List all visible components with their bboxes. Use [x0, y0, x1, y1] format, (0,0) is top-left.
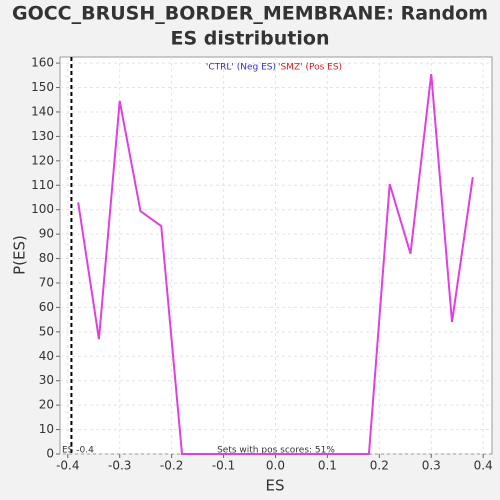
- y-tick-label: 30: [39, 373, 54, 387]
- y-axis-label: P(ES): [11, 235, 29, 275]
- y-tick-label: 0: [46, 447, 54, 461]
- y-tick-label: 70: [39, 275, 54, 289]
- legend-entry: 'SMZ' (Pos ES): [278, 63, 342, 73]
- x-tick-label: -0.2: [160, 459, 183, 473]
- footnote: Sets with pos scores: 51%: [217, 446, 335, 456]
- y-tick-label: 10: [39, 422, 54, 436]
- chart-title: GOCC_BRUSH_BORDER_MEMBRANE: Random: [12, 3, 488, 25]
- legend-entry: 'CTRL' (Neg ES): [206, 63, 276, 73]
- y-tick-label: 90: [39, 227, 54, 241]
- y-tick-label: 150: [31, 80, 54, 94]
- x-axis-label: ES: [266, 477, 285, 495]
- y-tick-label: 20: [39, 398, 54, 412]
- x-tick-label: -0.4: [56, 459, 79, 473]
- actual-es-label: ES -0.4: [62, 446, 94, 456]
- x-tick-label: 0.0: [266, 459, 285, 473]
- y-tick-label: 140: [31, 104, 54, 118]
- x-tick-label: 0.3: [422, 459, 441, 473]
- x-tick-label: -0.3: [108, 459, 131, 473]
- y-tick-label: 50: [39, 324, 54, 338]
- es-line: [77, 73, 474, 455]
- x-tick-label: 0.1: [318, 459, 337, 473]
- y-tick-label: 160: [31, 56, 54, 70]
- y-tick-label: 40: [39, 349, 54, 363]
- chart-title: ES distribution: [171, 28, 330, 50]
- y-tick-label: 120: [31, 153, 54, 167]
- y-tick-label: 130: [31, 129, 54, 143]
- x-tick-label: 0.4: [474, 459, 493, 473]
- y-tick-label: 100: [31, 202, 54, 216]
- x-tick-label: 0.2: [370, 459, 389, 473]
- x-tick-label: -0.1: [212, 459, 235, 473]
- y-tick-label: 60: [39, 300, 54, 314]
- y-tick-label: 80: [39, 251, 54, 265]
- plot-area: [59, 56, 493, 455]
- y-tick-label: 110: [31, 178, 54, 192]
